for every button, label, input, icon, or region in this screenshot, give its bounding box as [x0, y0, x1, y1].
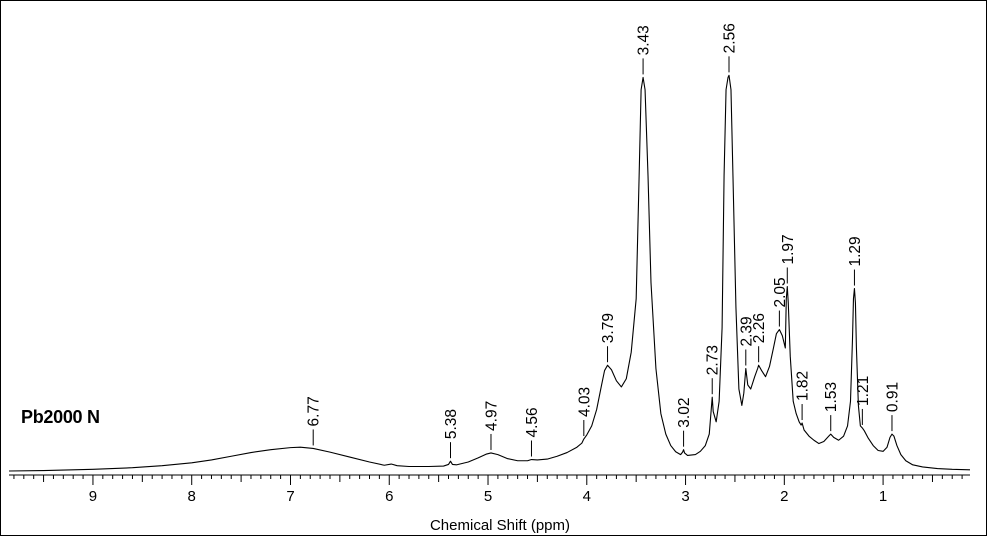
x-tick-label: 4	[583, 488, 591, 505]
x-tick-label: 2	[780, 488, 788, 505]
x-tick-label: 1	[879, 488, 887, 505]
peak-label: 4.56	[524, 407, 541, 437]
peak-label: 1.21	[855, 376, 872, 406]
x-tick-label: 3	[681, 488, 689, 505]
x-tick-label: 7	[286, 488, 294, 505]
peak-label: 2.56	[722, 23, 739, 53]
peak-label: 1.53	[823, 382, 840, 412]
x-axis-title: Chemical Shift (ppm)	[430, 517, 570, 534]
peak-labels: 6.77 5.38 4.97 4.56 4.03 3.79 3.43 3.02 2.73 2.56…	[306, 23, 901, 459]
x-tick-label: 5	[484, 488, 492, 505]
peak-label: 3.02	[676, 398, 693, 428]
x-tick-label: 8	[188, 488, 196, 505]
peak-label: 2.26	[751, 313, 768, 343]
peak-label: 2.73	[705, 345, 722, 375]
peak-label: 4.03	[576, 387, 593, 417]
peak-label: 5.38	[443, 409, 460, 439]
peak-label: 2.05	[772, 277, 789, 307]
peak-label: 1.97	[780, 234, 797, 264]
x-axis: 9 8 7 6 5 4 3 2 1	[9, 474, 970, 505]
peak-label: 6.77	[306, 396, 323, 426]
x-tick-label: 9	[89, 488, 97, 505]
peak-label: 1.82	[795, 371, 812, 401]
peak-label: 4.97	[483, 401, 500, 431]
peak-label: 0.91	[884, 382, 901, 412]
spectrum-layer	[8, 74, 971, 472]
spectrum-line	[8, 74, 971, 472]
peak-label: 3.43	[636, 25, 653, 55]
x-tick-label: 6	[385, 488, 393, 505]
sample-label: Pb2000 N	[21, 407, 100, 427]
peak-label: 1.29	[847, 236, 864, 266]
peak-label: 2.39	[738, 316, 755, 346]
peak-label: 3.79	[600, 313, 617, 343]
